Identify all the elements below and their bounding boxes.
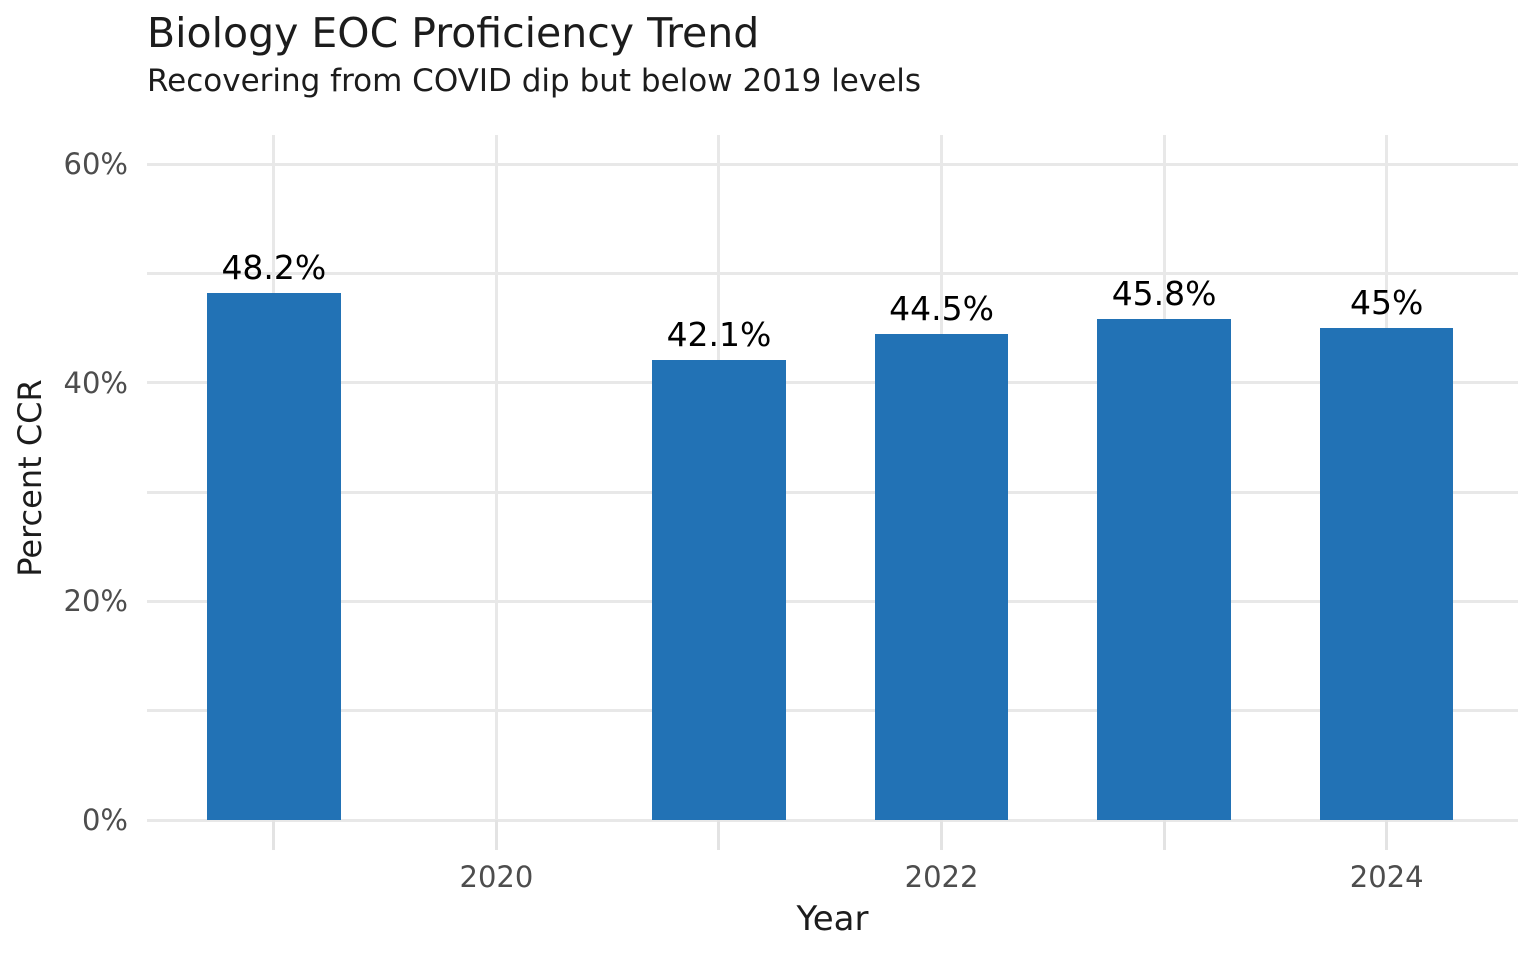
x-tick-mark [272,820,276,850]
chart-subtitle: Recovering from COVID dip but below 2019… [147,63,922,99]
bar-value-label: 45% [1349,283,1424,323]
bar-value-label: 42.1% [666,314,772,354]
h-gridline [147,599,1518,603]
h-gridline [147,490,1518,494]
x-tick-mark [1162,820,1166,850]
x-tick-mark [494,820,498,850]
x-tick-label: 2024 [1349,860,1424,894]
x-tick-mark [1385,820,1389,850]
bar [874,333,1009,820]
x-tick-mark [717,820,721,850]
y-tick-label: 0% [81,803,128,837]
bar [652,359,786,820]
h-gridline [147,162,1518,166]
x-tick-mark [940,820,944,850]
x-tick-label: 2022 [904,860,979,894]
y-tick-label: 60% [63,147,128,182]
y-axis-title: Percent CCR [11,379,49,577]
h-gridline [147,709,1518,713]
bar-value-label: 45.8% [1111,274,1217,314]
bar-value-label: 48.2% [221,248,327,288]
y-tick-label: 20% [63,584,128,619]
h-gridline [147,818,1518,822]
v-gridline [494,135,498,820]
h-gridline [147,271,1518,275]
bar [207,293,341,820]
bar-value-label: 44.5% [889,288,994,328]
bar [1319,328,1454,820]
bar [1097,319,1231,820]
y-tick-label: 40% [63,365,128,400]
chart-title: Biology EOC Proficiency Trend [147,9,760,57]
x-tick-label: 2020 [459,860,534,894]
h-gridline [147,381,1518,385]
x-axis-title: Year [796,899,869,939]
